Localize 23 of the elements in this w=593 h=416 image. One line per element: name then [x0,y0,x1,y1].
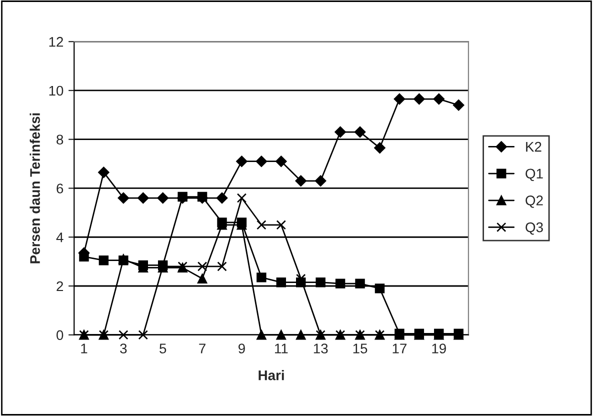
x-tick-label: 3 [120,344,127,354]
y-tick-label: 10 [49,86,64,96]
x-tick-label: 15 [353,344,368,354]
x-tick-label: 9 [238,344,245,354]
x-tick-label: 19 [432,344,446,354]
legend-label: K2 [526,142,542,152]
legend-label: Q3 [526,222,543,235]
legend-label: Q1 [526,168,543,182]
y-tick-label: 2 [56,281,64,292]
y-axis-title: Persen daun Terinfeksi [30,113,40,264]
x-tick-label: 13 [314,344,328,354]
y-tick-label: 6 [56,184,64,194]
legend-label: Q2 [526,196,543,208]
x-tick-label: 1 [81,344,88,354]
x-tick-label: 5 [160,344,166,354]
y-tick-label: 4 [56,232,64,242]
x-axis-title: Hari [258,370,284,380]
y-tick-label: 0 [56,330,64,340]
x-tick-label: 17 [392,344,406,354]
x-tick-label: 11 [275,344,288,354]
y-tick-label: 12 [49,36,64,47]
x-tick-label: 7 [199,344,206,354]
y-tick-label: 8 [56,134,64,145]
